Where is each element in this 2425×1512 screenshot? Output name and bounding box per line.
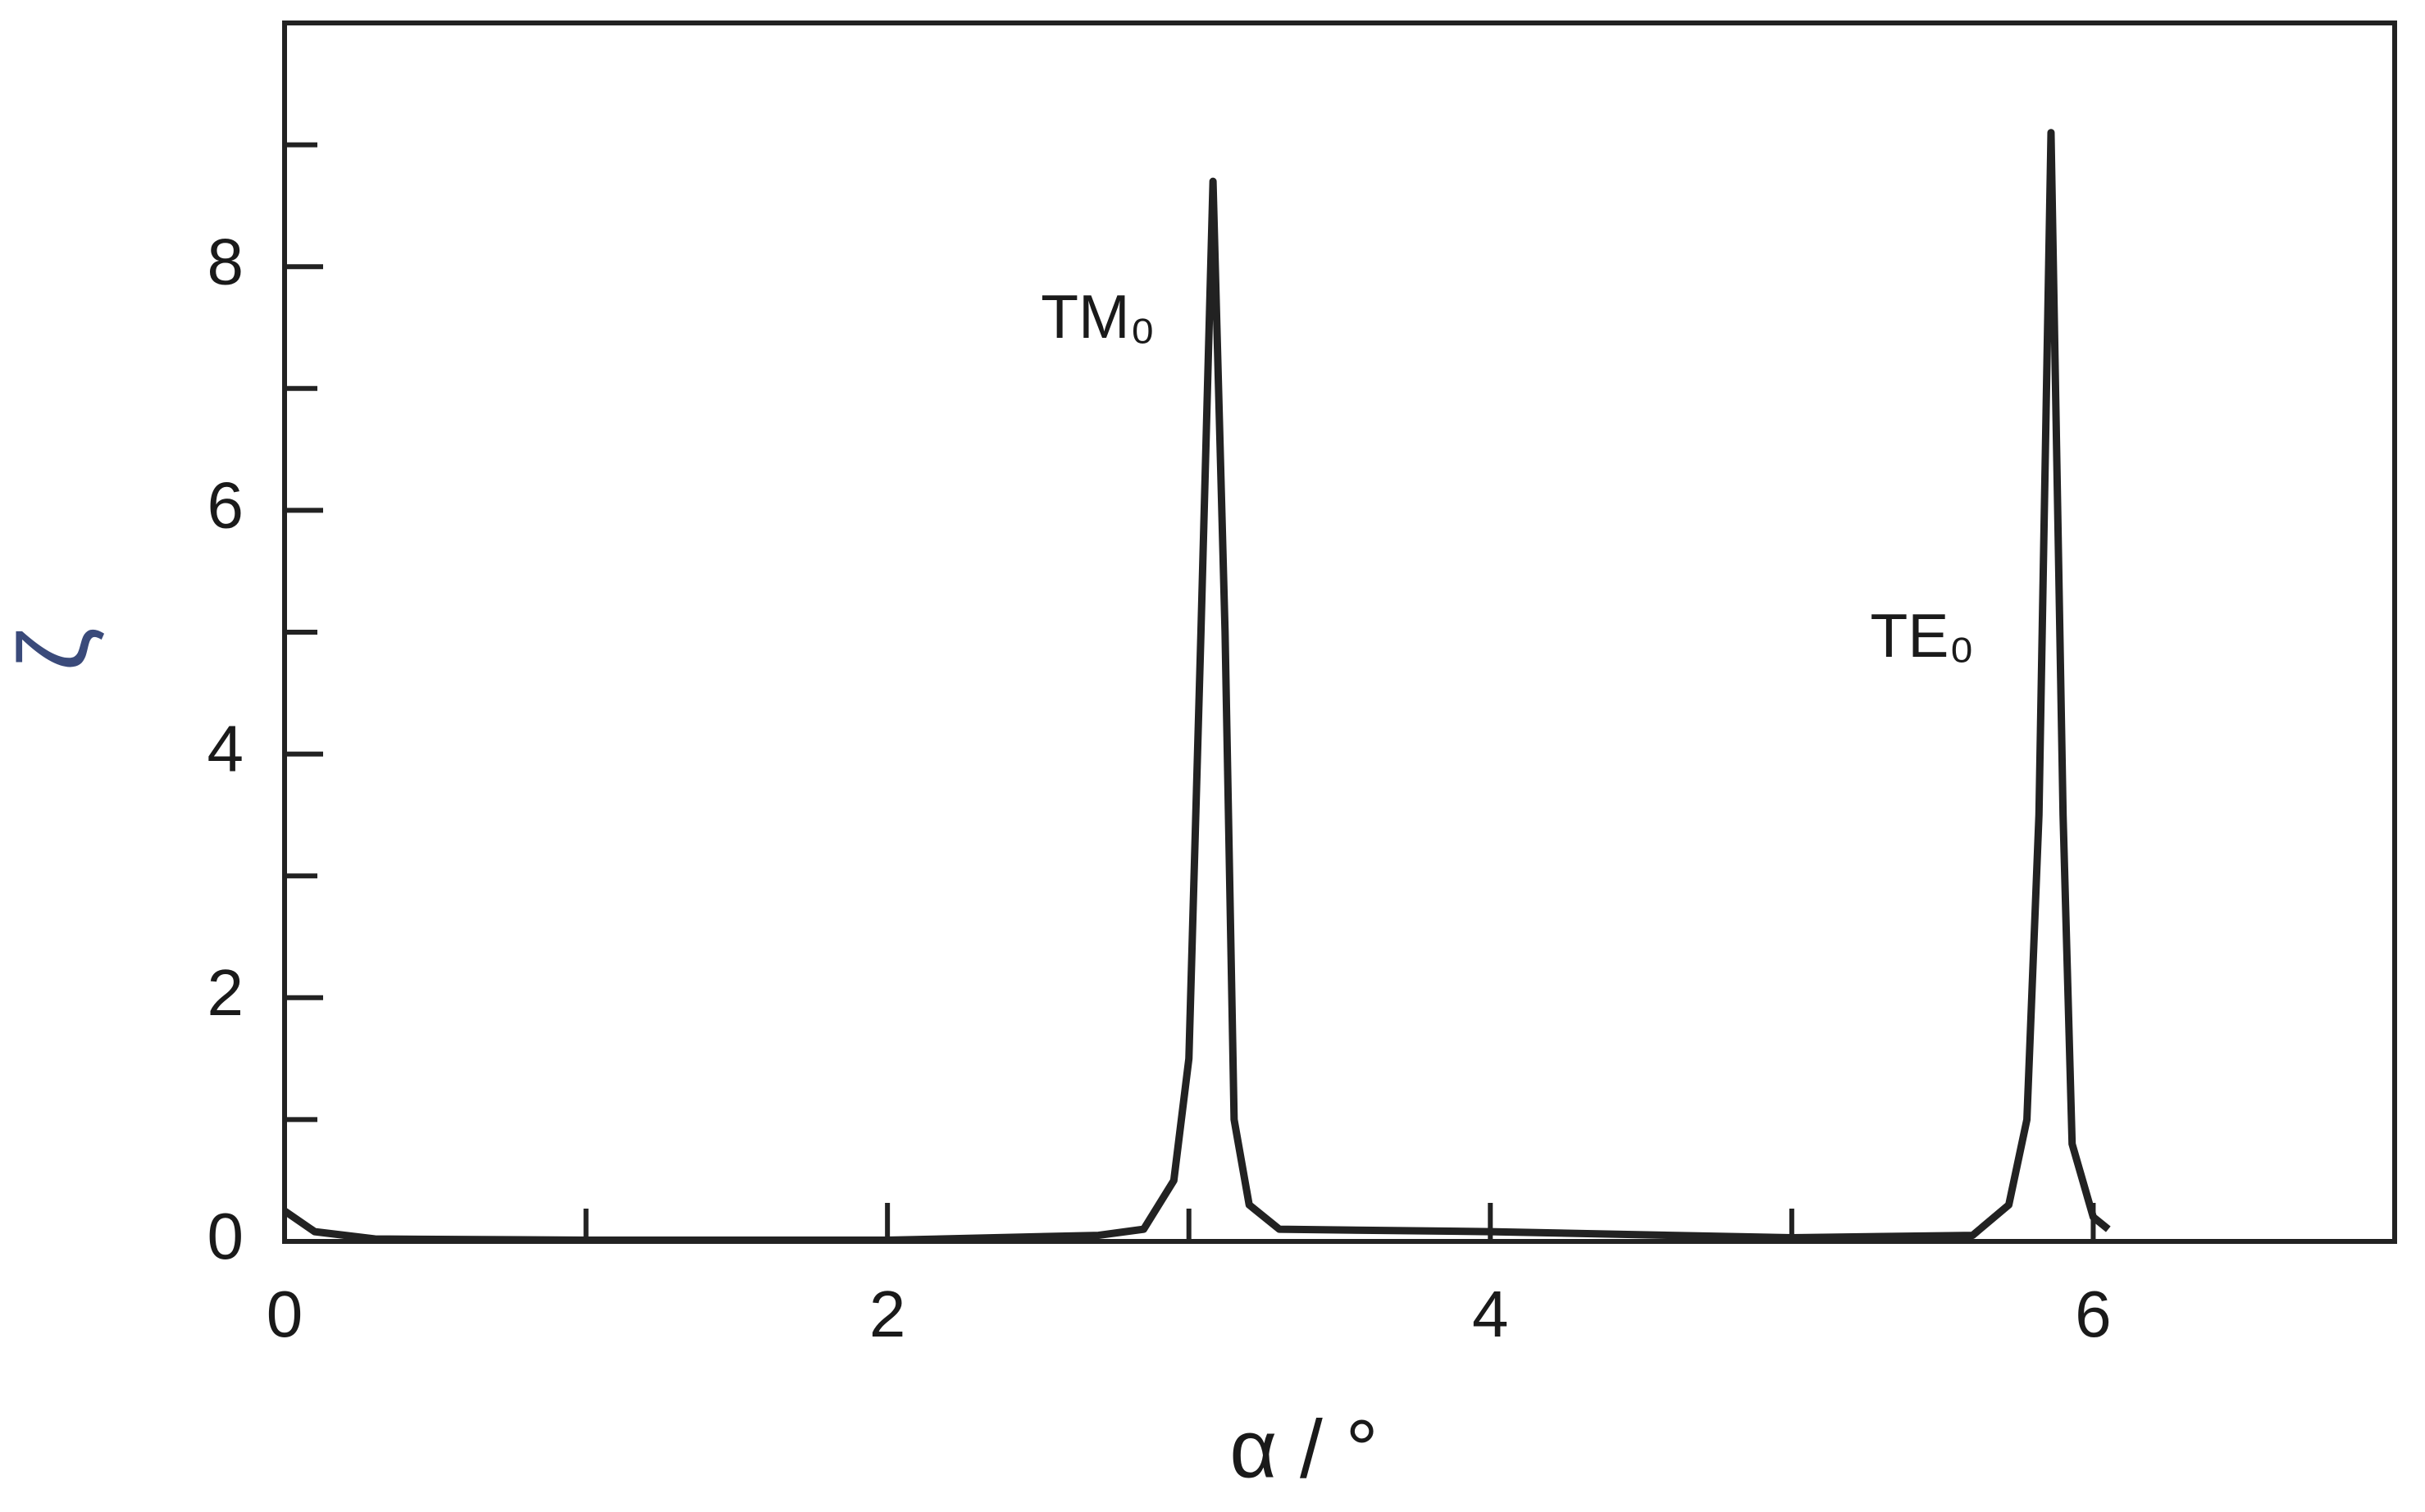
x-tick-label: 6 <box>2075 1277 2112 1350</box>
peak-annotation: TE₀ <box>1871 601 1975 670</box>
y-tick-label: 8 <box>207 225 244 298</box>
x-tick-label: 4 <box>1472 1277 1509 1350</box>
x-axis-label: α / ° <box>1229 1403 1378 1495</box>
y-tick-label: 0 <box>207 1200 244 1273</box>
x-tick-label: 2 <box>869 1277 906 1350</box>
data-line <box>282 129 2111 1245</box>
y-tick-label: 2 <box>207 956 244 1029</box>
y-tick-label: 4 <box>207 713 244 786</box>
x-tick-label: 0 <box>267 1277 303 1350</box>
y-axis-label: ζ <box>0 628 109 672</box>
plot-frame <box>282 20 2397 1244</box>
y-tick-label: 6 <box>207 469 244 542</box>
peak-annotation: TM₀ <box>1041 282 1155 351</box>
